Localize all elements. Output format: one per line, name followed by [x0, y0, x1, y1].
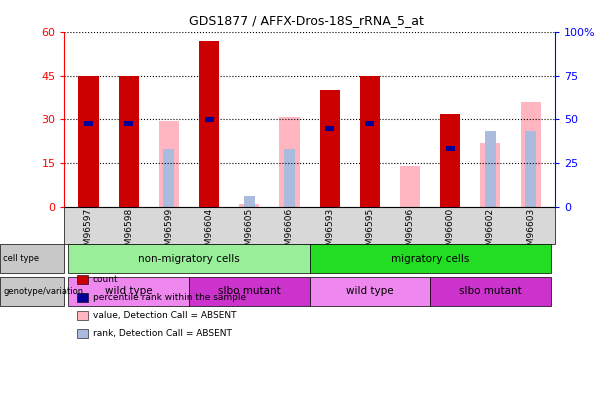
Bar	[84, 121, 93, 126]
Bar	[481, 143, 500, 207]
Bar	[205, 117, 213, 122]
Text: count: count	[93, 275, 118, 284]
Bar	[360, 76, 380, 207]
Bar	[78, 76, 99, 207]
Bar	[244, 196, 255, 207]
Bar	[365, 121, 375, 126]
Text: wild type: wild type	[346, 286, 394, 296]
Text: wild type: wild type	[105, 286, 153, 296]
Bar	[525, 131, 536, 207]
Bar	[520, 102, 541, 207]
Text: percentile rank within the sample: percentile rank within the sample	[93, 293, 246, 302]
Bar	[119, 76, 139, 207]
Bar	[284, 149, 295, 207]
Bar	[446, 146, 455, 151]
Bar	[400, 166, 420, 207]
Text: non-migratory cells: non-migratory cells	[138, 254, 240, 264]
Bar	[124, 121, 133, 126]
Bar	[319, 90, 340, 207]
Text: GDS1877 / AFFX-Dros-18S_rRNA_5_at: GDS1877 / AFFX-Dros-18S_rRNA_5_at	[189, 14, 424, 27]
Text: migratory cells: migratory cells	[391, 254, 470, 264]
Bar	[440, 114, 460, 207]
Bar	[199, 41, 219, 207]
Text: slbo mutant: slbo mutant	[459, 286, 522, 296]
Bar	[485, 131, 496, 207]
Bar	[163, 149, 175, 207]
Bar	[325, 126, 334, 131]
Text: rank, Detection Call = ABSENT: rank, Detection Call = ABSENT	[93, 329, 232, 338]
Bar	[159, 121, 179, 207]
Text: genotype/variation: genotype/variation	[3, 287, 83, 296]
Text: cell type: cell type	[3, 254, 39, 263]
Bar	[280, 117, 300, 207]
Text: slbo mutant: slbo mutant	[218, 286, 281, 296]
Bar	[239, 204, 259, 207]
Text: value, Detection Call = ABSENT: value, Detection Call = ABSENT	[93, 311, 236, 320]
